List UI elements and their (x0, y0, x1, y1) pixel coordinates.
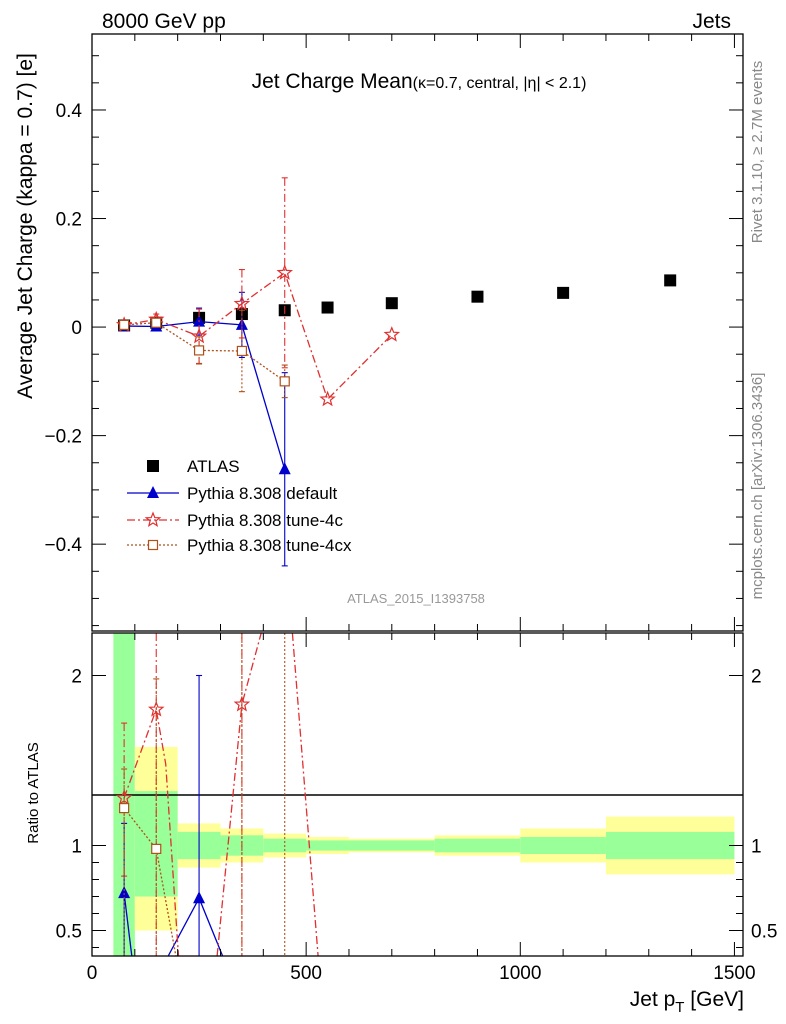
legend-label: ATLAS (187, 457, 240, 476)
legend-marker (144, 511, 162, 528)
inner-band-bin (520, 837, 606, 854)
header-category: Jets (692, 10, 731, 33)
ratio-point (193, 891, 206, 904)
rivet-version-label: Rivet 3.1.10, ≥ 2.7M events (749, 61, 766, 244)
ratio-y-tick-label-right: 2 (751, 667, 762, 688)
inner-band-bin (348, 840, 435, 851)
legend-marker (147, 539, 159, 551)
x-tick-label: 500 (290, 963, 322, 984)
series-line (124, 320, 286, 470)
data-point (276, 264, 294, 280)
ratio-series-line (123, 893, 133, 956)
data-point (385, 297, 398, 310)
data-point (557, 286, 570, 299)
series-line (124, 322, 286, 382)
y-tick-label: 0.4 (56, 101, 83, 122)
y-tick-label: −0.4 (44, 535, 82, 556)
ratio-y-tick-label-right: 0.5 (751, 922, 777, 943)
ratio-point (151, 843, 162, 855)
x-axis-title: Jet pT [GeV] (630, 988, 744, 1016)
data-point (190, 327, 208, 344)
main-y-axis-title: Average Jet Charge (kappa = 0.7) [e] (14, 53, 37, 399)
y-tick-label: −0.2 (44, 427, 82, 448)
chart-title: Jet Charge Mean(κ=0.7, central, |η| < 2.… (252, 70, 587, 93)
inner-band-bin (434, 838, 521, 853)
legend-label: Pythia 8.308 tune-4c (187, 511, 343, 530)
legend-label: Pythia 8.308 default (187, 484, 338, 503)
data-point (119, 319, 130, 331)
data-point (321, 301, 334, 314)
ratio-y-tick-label: 1 (71, 837, 82, 858)
legend-marker (147, 460, 159, 472)
ratio-panel-frame (91, 632, 744, 957)
ratio-y-tick-label-right: 1 (751, 837, 762, 858)
tick-labels: 0 500 1000 1500 −0.4 −0.2 0 0.2 0.4 0.5 0.5 1 1 2 2 (44, 101, 777, 984)
data-point (279, 376, 290, 387)
analysis-watermark: ATLAS_2015_I1393758 (347, 591, 485, 606)
legend: ATLAS Pythia 8.308 default Pythia 8.308 tu… (127, 457, 352, 555)
axis-ticks (91, 34, 743, 956)
inner-band-bin (605, 831, 735, 860)
chart-title-main: Jet Charge Mean (252, 70, 413, 93)
mcplots-reference-label: mcplots.cern.ch [arXiv:1306.3436] (749, 373, 766, 600)
data-point (471, 290, 484, 303)
data-point (233, 295, 251, 311)
x-tick-label: 1000 (499, 963, 541, 984)
ratio-point (115, 789, 133, 805)
main-panel-frame (91, 33, 744, 632)
ratio-y-tick-label: 0.5 (56, 922, 82, 943)
ratio-y-axis-title: Ratio to ATLAS (25, 742, 42, 843)
ratio-y-tick-label: 2 (71, 667, 82, 688)
data-point (193, 345, 205, 356)
header-collision: 8000 GeV pp (102, 10, 226, 33)
ratio-series-line (123, 706, 180, 956)
ratio-series-line (123, 807, 177, 956)
ratio-series-line (291, 633, 319, 956)
ratio-point (233, 695, 251, 712)
data-point (319, 390, 336, 407)
chart-title-sub: (κ=0.7, central, |η| < 2.1) (413, 75, 587, 92)
legend-label: Pythia 8.308 tune-4cx (187, 536, 352, 555)
data-point (236, 345, 248, 357)
data-point (664, 274, 677, 287)
ratio-point (118, 886, 131, 899)
x-tick-label: 1500 (713, 963, 755, 984)
inner-band-bin (306, 840, 349, 851)
data-point (278, 462, 291, 475)
ratio-panel-series (115, 633, 319, 956)
data-point (151, 317, 162, 328)
y-tick-label: 0.2 (56, 210, 82, 231)
legend-marker (147, 486, 159, 498)
x-tick-label: 0 (87, 963, 98, 984)
data-point (383, 326, 401, 342)
ratio-point (119, 802, 130, 814)
main-panel-series (115, 177, 677, 567)
y-tick-label: 0 (71, 318, 82, 339)
